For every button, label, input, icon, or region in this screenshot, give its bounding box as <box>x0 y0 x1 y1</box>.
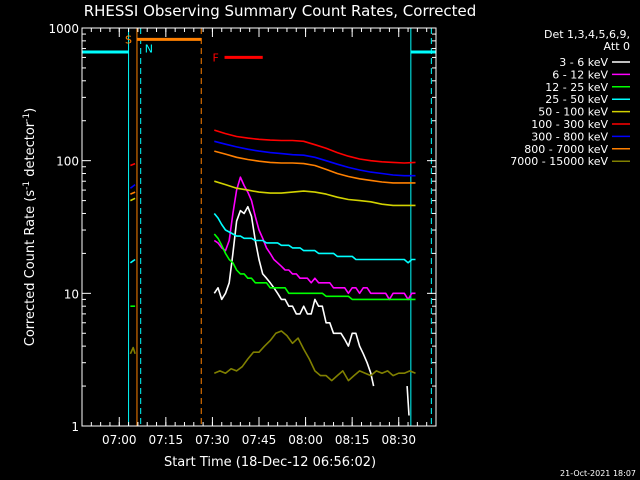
y-axis-ticks: 1 10 100 1000 <box>48 22 436 434</box>
legend-label: 6 - 12 keV <box>552 68 608 81</box>
series-line <box>406 386 410 416</box>
x-tick-label: 07:30 <box>195 433 230 447</box>
x-tick-label: 07:00 <box>102 433 137 447</box>
series-line <box>129 258 136 264</box>
legend-header-line1: Det 1,3,4,5,6,9, <box>544 28 630 41</box>
footer-timestamp: 21-Oct-2021 18:07 <box>560 469 636 478</box>
legend-label: 3 - 6 keV <box>559 56 608 69</box>
annotation-label: F <box>213 51 219 64</box>
series-line <box>130 197 136 202</box>
legend-header-line2: Att 0 <box>604 40 630 53</box>
y-axis-label-sup2: -1 <box>22 113 32 122</box>
legend-label: 100 - 300 keV <box>531 118 608 131</box>
series-line <box>214 180 416 207</box>
y-axis-label: Corrected Count Rate (s-1 detector-1) <box>22 108 38 346</box>
legend-label: 12 - 25 keV <box>545 81 608 94</box>
x-tick-label: 07:15 <box>149 433 184 447</box>
y-tick-label: 1 <box>71 420 79 434</box>
x-tick-label: 08:00 <box>288 433 323 447</box>
y-axis-label-sup1: -1 <box>22 181 32 190</box>
series-line <box>130 162 136 167</box>
series-line <box>214 140 416 177</box>
x-tick-label: 07:45 <box>242 433 277 447</box>
series-line <box>213 233 416 301</box>
y-axis-label-main: Corrected Count Rate (s <box>23 190 38 347</box>
y-axis-label-end: ) <box>23 108 38 113</box>
x-tick-label: 08:15 <box>335 433 370 447</box>
legend-label: 25 - 50 keV <box>545 93 608 106</box>
plot-marks: SN F <box>82 28 436 426</box>
series-line <box>213 330 416 382</box>
series-line <box>214 129 416 164</box>
series-line <box>214 150 416 184</box>
y-axis-label-mid: detector <box>23 121 38 181</box>
legend-label: 7000 - 15000 keV <box>510 155 608 168</box>
y-tick-label: 1000 <box>48 22 79 36</box>
x-axis-label: Start Time (18-Dec-12 06:56:02) <box>164 455 376 470</box>
x-axis-ticks: 07:00 07:15 07:30 07:45 08:00 08:15 08:30 <box>90 28 428 447</box>
legend-label: 300 - 800 keV <box>531 130 608 143</box>
annotation-label: N <box>145 43 153 56</box>
series-line <box>213 212 416 264</box>
annotation-label: S <box>125 33 132 46</box>
series-line <box>129 346 136 355</box>
legend-label: 800 - 7000 keV <box>524 143 608 156</box>
x-tick-label: 08:30 <box>381 433 416 447</box>
series-line <box>129 183 136 189</box>
chart-title: RHESSI Observing Summary Count Rates, Co… <box>84 2 477 20</box>
y-tick-label: 100 <box>56 155 79 169</box>
legend-label: 50 - 100 keV <box>538 106 608 119</box>
series-line <box>130 191 136 195</box>
series-line <box>213 176 416 301</box>
series-line <box>213 205 375 387</box>
y-tick-label: 10 <box>64 287 79 301</box>
